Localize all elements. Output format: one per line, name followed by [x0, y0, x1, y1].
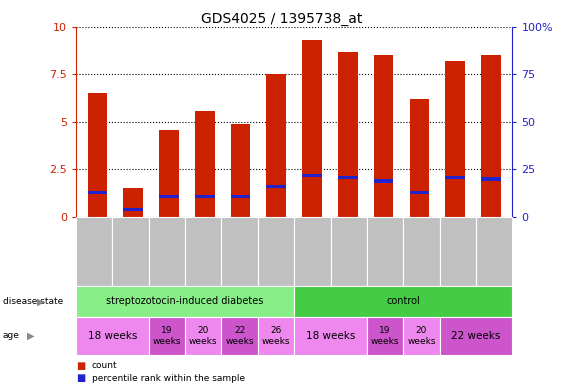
Bar	[195, 195, 215, 198]
Text: ■: ■	[76, 373, 85, 383]
Bar	[159, 195, 179, 198]
Bar	[409, 191, 429, 194]
Bar	[195, 111, 215, 217]
Text: 19
weeks: 19 weeks	[153, 326, 181, 346]
Text: streptozotocin-induced diabetes: streptozotocin-induced diabetes	[106, 296, 264, 306]
Text: 18 weeks: 18 weeks	[306, 331, 355, 341]
Text: GDS4025 / 1395738_at: GDS4025 / 1395738_at	[201, 12, 362, 25]
Bar	[374, 55, 394, 217]
Bar	[266, 185, 286, 189]
Bar	[302, 174, 322, 177]
Bar	[266, 74, 286, 217]
Bar	[231, 124, 251, 217]
Bar	[88, 191, 108, 194]
Text: 20
weeks: 20 weeks	[189, 326, 217, 346]
Bar	[88, 93, 108, 217]
Bar	[159, 129, 179, 217]
Text: count: count	[92, 361, 118, 370]
Bar	[338, 51, 358, 217]
Text: 22
weeks: 22 weeks	[225, 326, 254, 346]
Text: disease state: disease state	[3, 297, 63, 306]
Bar	[409, 99, 429, 217]
Text: 20
weeks: 20 weeks	[407, 326, 436, 346]
Bar	[445, 175, 465, 179]
Bar	[302, 40, 322, 217]
Bar	[374, 179, 394, 183]
Text: ▶: ▶	[37, 296, 44, 306]
Text: 18 weeks: 18 weeks	[88, 331, 137, 341]
Text: age: age	[3, 331, 20, 341]
Bar	[231, 195, 251, 198]
Text: control: control	[386, 296, 420, 306]
Bar	[445, 61, 465, 217]
Bar	[123, 208, 143, 211]
Text: ▶: ▶	[27, 331, 34, 341]
Text: percentile rank within the sample: percentile rank within the sample	[92, 374, 245, 383]
Text: 19
weeks: 19 weeks	[371, 326, 399, 346]
Bar	[481, 55, 501, 217]
Text: 26
weeks: 26 weeks	[262, 326, 291, 346]
Bar	[338, 175, 358, 179]
Bar	[481, 177, 501, 181]
Bar	[123, 189, 143, 217]
Text: ■: ■	[76, 361, 85, 371]
Text: 22 weeks: 22 weeks	[452, 331, 501, 341]
